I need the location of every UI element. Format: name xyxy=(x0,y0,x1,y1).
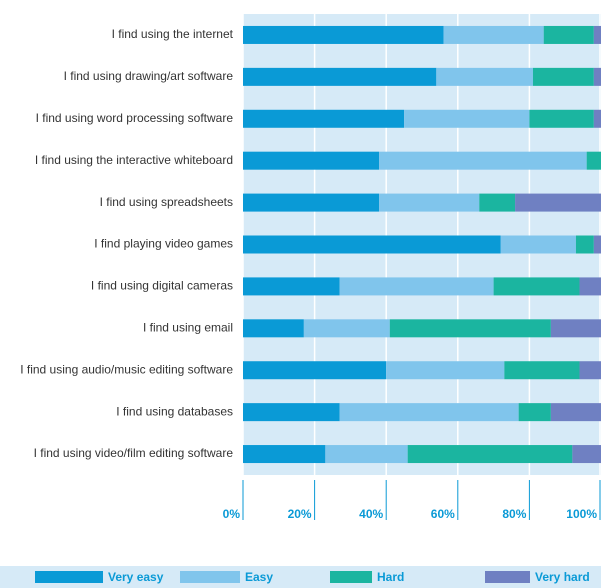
bar-segment xyxy=(593,235,601,254)
bar-segment xyxy=(243,445,326,464)
bar-segment xyxy=(529,109,594,128)
legend-label: Very hard xyxy=(535,570,590,584)
bar-segment xyxy=(443,25,544,44)
bar-segment xyxy=(325,445,408,464)
bar-segment xyxy=(379,193,480,212)
bar-segment xyxy=(379,151,587,170)
bar-segment xyxy=(575,235,594,254)
legend-label: Easy xyxy=(245,570,273,584)
bar-segment xyxy=(339,403,519,422)
bar-segment xyxy=(593,25,601,44)
x-tick-label: 40% xyxy=(359,507,383,521)
legend-swatch xyxy=(485,571,530,583)
bar-segment xyxy=(579,361,601,380)
bar-segment xyxy=(543,25,594,44)
bar-segment xyxy=(593,67,601,86)
bar-segment xyxy=(243,193,380,212)
bar-segment xyxy=(586,151,601,170)
legend-label: Hard xyxy=(377,570,404,584)
legend-label: Very easy xyxy=(108,570,164,584)
category-label: I find using the internet xyxy=(112,27,234,41)
category-label: I find using databases xyxy=(116,404,233,418)
bar-segment xyxy=(518,403,551,422)
bar-segment xyxy=(339,277,494,296)
bar-segment xyxy=(532,67,594,86)
x-tick-label: 20% xyxy=(288,507,312,521)
legend-swatch xyxy=(330,571,372,583)
bar-segment xyxy=(436,67,533,86)
bar-segment xyxy=(407,445,573,464)
category-label: I find using digital cameras xyxy=(91,279,233,293)
legend-swatch xyxy=(35,571,103,583)
bar-segment xyxy=(572,445,601,464)
category-label: I find using audio/music editing softwar… xyxy=(20,362,233,376)
category-label: I find using spreadsheets xyxy=(100,195,233,209)
bar-segment xyxy=(386,361,505,380)
category-label: I find using drawing/art software xyxy=(64,69,234,83)
x-tick-label: 80% xyxy=(502,507,526,521)
category-label: I find using video/film editing software xyxy=(34,446,234,460)
category-label: I find using word processing software xyxy=(36,111,234,125)
bar-segment xyxy=(243,235,501,254)
bar-segment xyxy=(579,277,601,296)
bar-segment xyxy=(404,109,530,128)
bar-segment xyxy=(243,25,444,44)
category-label: I find playing video games xyxy=(94,237,233,251)
category-label: I find using email xyxy=(143,320,233,334)
bar-segment xyxy=(243,151,380,170)
category-label: I find using the interactive whiteboard xyxy=(35,153,233,167)
bar-segment xyxy=(243,361,387,380)
x-tick-label: 100% xyxy=(566,507,597,521)
bar-segment xyxy=(515,193,601,212)
bar-segment xyxy=(243,109,405,128)
bar-segment xyxy=(493,277,580,296)
bar-segment xyxy=(504,361,580,380)
bar-segment xyxy=(550,319,601,338)
x-tick-label: 0% xyxy=(223,507,241,521)
legend-background xyxy=(0,566,601,588)
x-tick-label: 60% xyxy=(431,507,455,521)
bar-segment xyxy=(303,319,390,338)
bar-segment xyxy=(243,67,437,86)
legend-swatch xyxy=(180,571,240,583)
bar-segment xyxy=(243,319,304,338)
bar-segment xyxy=(479,193,516,212)
bar-segment xyxy=(500,235,576,254)
bar-segment xyxy=(389,319,551,338)
bar-segment xyxy=(550,403,601,422)
bar-segment xyxy=(243,277,340,296)
bar-segment xyxy=(243,403,340,422)
bar-segment xyxy=(593,109,601,128)
